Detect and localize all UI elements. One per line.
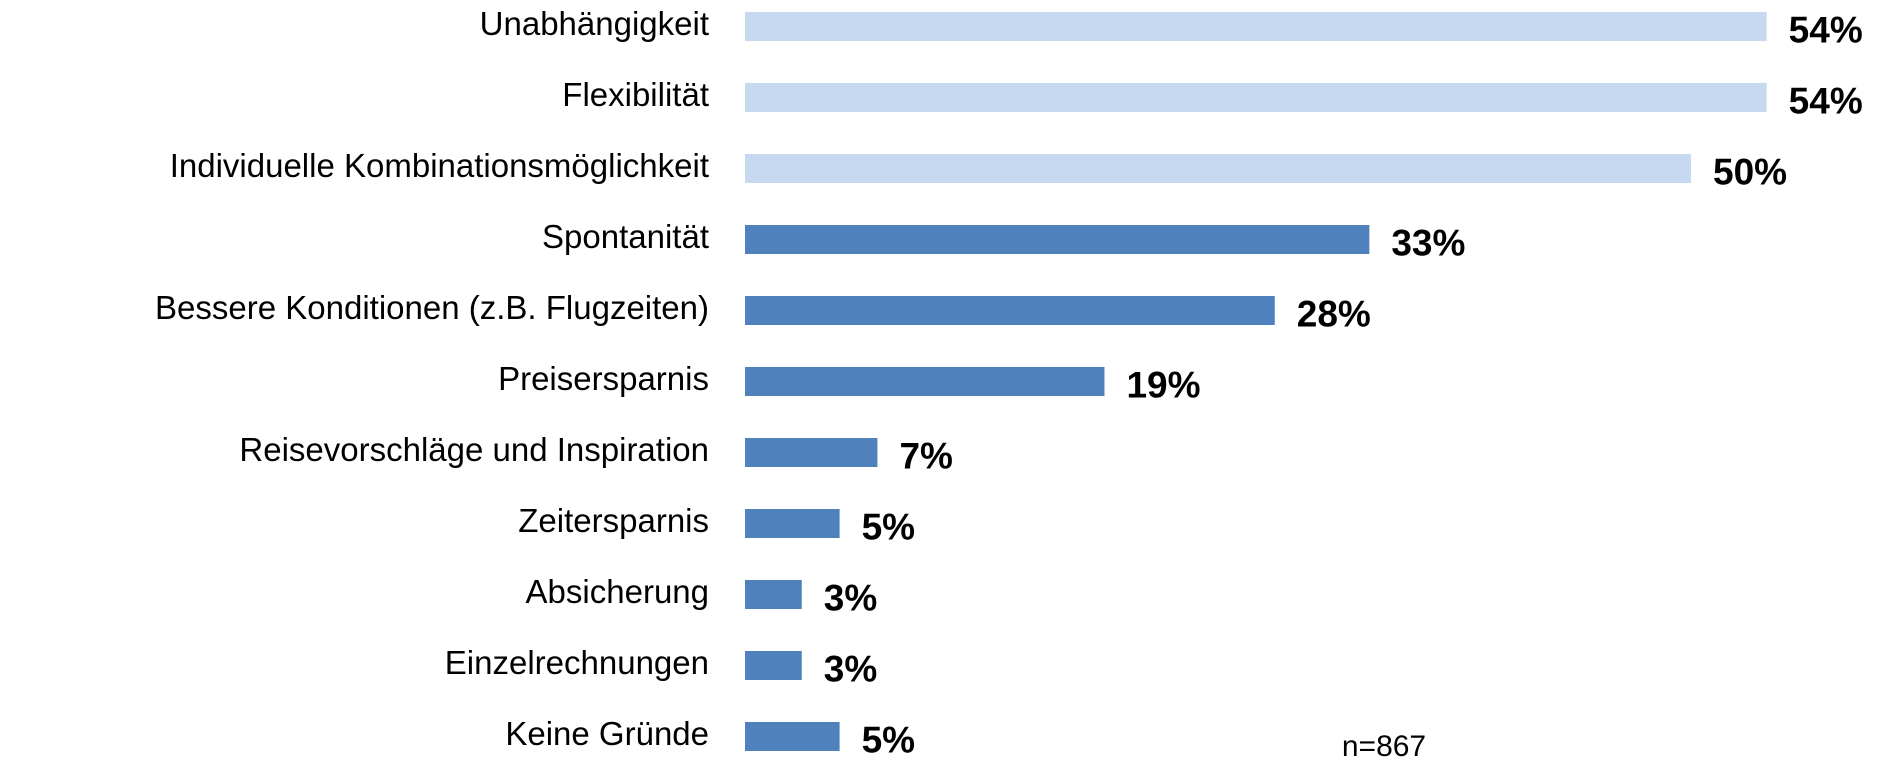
- category-label: Zeitersparnis: [518, 502, 709, 539]
- value-label: 50%: [1713, 151, 1787, 192]
- value-label: 5%: [862, 719, 915, 760]
- category-label: Preisersparnis: [498, 360, 709, 397]
- category-label: Flexibilität: [562, 76, 709, 113]
- bar: [745, 722, 840, 751]
- category-label: Individuelle Kombinationsmöglichkeit: [170, 147, 709, 184]
- bar: [745, 12, 1767, 41]
- value-label: 19%: [1126, 364, 1200, 405]
- value-label: 28%: [1297, 293, 1371, 334]
- annotation: n=867: [1342, 730, 1426, 762]
- bar: [745, 580, 802, 609]
- value-label: 33%: [1391, 222, 1465, 263]
- category-label: Unabhängigkeit: [480, 5, 709, 42]
- category-label: Spontanität: [542, 218, 709, 255]
- category-label: Absicherung: [526, 573, 709, 610]
- value-label: 7%: [899, 435, 952, 476]
- bar: [745, 154, 1691, 183]
- bar: [745, 438, 878, 467]
- bar: [745, 651, 802, 680]
- value-label: 3%: [824, 648, 877, 689]
- value-label: 54%: [1789, 9, 1863, 50]
- category-label: Bessere Konditionen (z.B. Flugzeiten): [155, 289, 709, 326]
- bar: [745, 509, 840, 538]
- category-label: Reisevorschläge und Inspiration: [239, 431, 709, 468]
- value-label: 3%: [824, 577, 877, 618]
- value-label: 54%: [1789, 80, 1863, 121]
- value-label: 5%: [862, 506, 915, 547]
- bar: [745, 225, 1370, 254]
- category-label: Keine Gründe: [505, 715, 709, 752]
- bar: [745, 83, 1767, 112]
- category-label: Einzelrechnungen: [445, 644, 709, 681]
- bar: [745, 296, 1275, 325]
- bar: [745, 367, 1105, 396]
